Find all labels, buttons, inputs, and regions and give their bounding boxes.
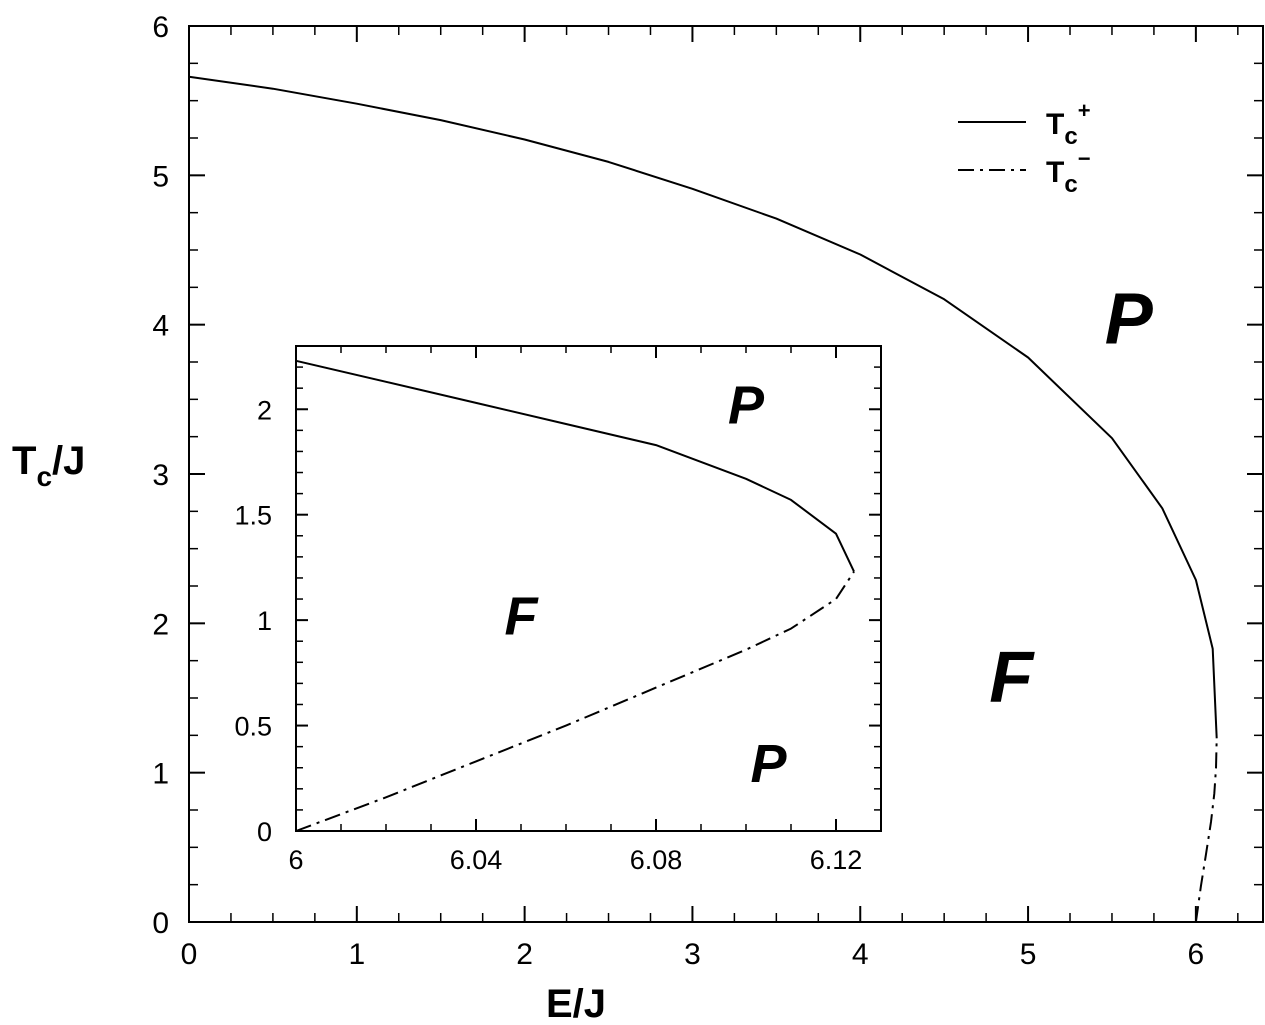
inset-plot-background xyxy=(296,346,881,831)
inset-chart: 6 6.04 6.08 6.12 0 0.5 1 1.5 2 P F P xyxy=(234,345,882,875)
inset-region-label-p: P xyxy=(728,376,765,436)
y-axis-title: Tc/J xyxy=(12,439,85,492)
inset-x-tick-label: 6.08 xyxy=(630,845,683,875)
legend-label-tc-plus: Tc+ xyxy=(1046,98,1091,150)
inset-x-tick-label: 6.04 xyxy=(450,845,503,875)
inset-plot-frame xyxy=(295,345,882,832)
y-tick-label: 3 xyxy=(152,459,169,492)
inset-region-label-f: F xyxy=(505,586,540,646)
x-tick-label: 3 xyxy=(684,938,701,971)
y-tick-label: 2 xyxy=(152,608,169,641)
y-tick-label: 0 xyxy=(152,907,169,940)
region-label-f: F xyxy=(989,638,1035,718)
x-tick-label: 5 xyxy=(1020,938,1037,971)
series-line-tc-minus xyxy=(1194,738,1218,923)
inset-x-tick-label: 6 xyxy=(288,845,303,875)
x-axis-title: E/J xyxy=(546,982,606,1025)
y-tick-label: 6 xyxy=(152,11,169,44)
region-label-p: P xyxy=(1105,280,1154,360)
x-tick-label: 6 xyxy=(1188,938,1205,971)
legend: Tc+Tc− xyxy=(958,98,1091,198)
inset-region-label-p: P xyxy=(750,734,787,794)
series-line-tc-plus xyxy=(188,75,1218,739)
x-tick-label: 0 xyxy=(181,938,198,971)
inset-y-tick-label: 0 xyxy=(257,817,272,847)
y-tick-label: 5 xyxy=(152,160,169,193)
inset-y-tick-label: 2 xyxy=(257,395,272,425)
y-tick-label: 4 xyxy=(152,310,169,343)
y-tick-label: 1 xyxy=(152,758,169,791)
x-tick-label: 2 xyxy=(516,938,533,971)
x-tick-label: 1 xyxy=(348,938,365,971)
legend-label-tc-minus: Tc− xyxy=(1046,146,1091,198)
x-tick-label: 4 xyxy=(852,938,869,971)
inset-y-tick-label: 0.5 xyxy=(234,712,272,742)
inset-y-tick-label: 1.5 xyxy=(234,501,272,531)
inset-series-line-tc-plus xyxy=(295,359,855,573)
inset-series-line-tc-minus xyxy=(295,571,855,832)
inset-y-tick-label: 1 xyxy=(257,606,272,636)
inset-x-tick-label: 6.12 xyxy=(810,845,863,875)
